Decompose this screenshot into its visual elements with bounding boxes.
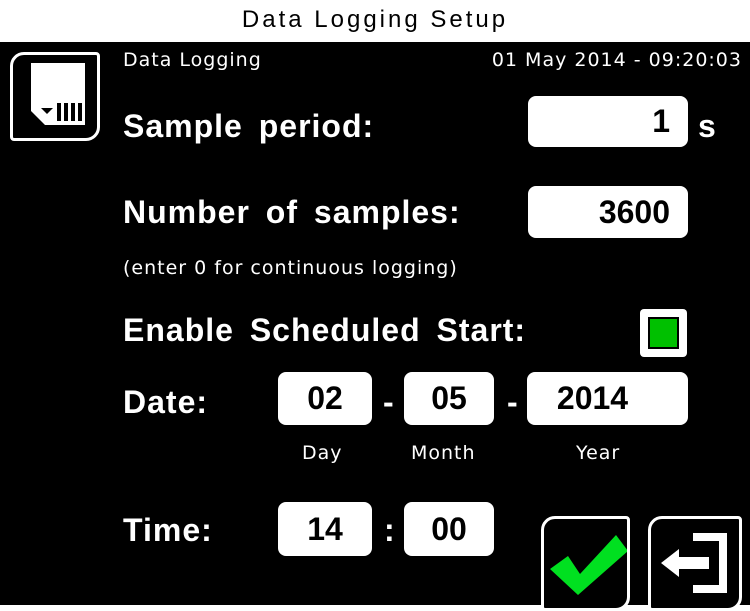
exit-icon [661, 533, 727, 593]
day-caption: Day [302, 442, 343, 464]
time-minute-input[interactable]: 00 [404, 502, 494, 556]
time-separator: : [384, 512, 396, 548]
sd-card-icon [31, 63, 85, 125]
date-label: Date: [123, 384, 209, 420]
screen-name: Data Logging [123, 49, 262, 71]
checkmark-icon [550, 535, 628, 595]
date-month-input[interactable]: 05 [404, 372, 494, 425]
sample-period-input[interactable]: 1 [528, 96, 688, 147]
date-separator: - [383, 384, 395, 420]
scheduled-start-label: Enable Scheduled Start: [123, 312, 527, 348]
device-screen: Data Logging 01 May 2014 - 09:20:03 Samp… [0, 42, 750, 611]
date-year-input[interactable]: 2014 [527, 372, 688, 425]
sample-period-unit: s [698, 108, 717, 144]
date-separator: - [507, 384, 519, 420]
date-day-input[interactable]: 02 [278, 372, 372, 425]
month-caption: Month [411, 442, 476, 464]
time-hour-input[interactable]: 14 [278, 502, 372, 556]
year-caption: Year [576, 442, 621, 464]
confirm-button[interactable] [541, 516, 630, 611]
num-samples-hint: (enter 0 for continuous logging) [123, 257, 458, 279]
scheduled-start-checkbox[interactable] [640, 309, 687, 357]
num-samples-input[interactable]: 3600 [528, 186, 688, 238]
exit-button[interactable] [648, 516, 742, 611]
num-samples-label: Number of samples: [123, 194, 461, 230]
datetime: 01 May 2014 - 09:20:03 [491, 49, 742, 71]
page-title: Data Logging Setup [241, 6, 509, 33]
checkbox-checked-indicator [648, 317, 679, 349]
sd-card-button[interactable] [10, 52, 100, 141]
time-label: Time: [123, 512, 213, 548]
sample-period-label: Sample period: [123, 108, 375, 144]
